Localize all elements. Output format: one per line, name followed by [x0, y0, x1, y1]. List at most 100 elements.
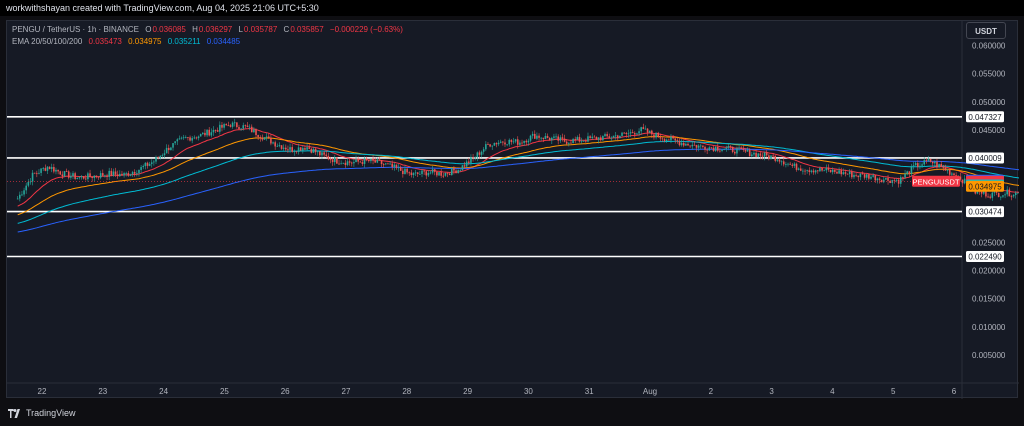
candle-body	[110, 170, 113, 176]
candle-body	[546, 135, 549, 138]
candle-body	[770, 155, 772, 159]
candle-body	[942, 166, 945, 168]
candle-body	[295, 151, 298, 153]
x-tick-label-14: 5	[891, 387, 896, 396]
candle-body	[523, 140, 525, 143]
candle-body	[751, 154, 753, 157]
candle-body	[129, 174, 132, 176]
open-value: 0.036085	[152, 25, 186, 34]
candle-body	[53, 167, 55, 172]
candle-body	[806, 170, 808, 172]
symbol-label[interactable]: PENGU / TetherUS · 1h · BINANCE	[12, 25, 139, 34]
low-value: 0.035787	[243, 25, 278, 34]
candle-body	[580, 140, 583, 142]
candle-body	[102, 173, 104, 176]
chart-frame[interactable]: 0.060000 0.055000 0.050000 0.045000 0.025000…	[6, 20, 1019, 399]
candle-body	[504, 142, 506, 145]
candle-body	[278, 145, 281, 147]
candle-body	[906, 171, 908, 174]
candle-body	[495, 143, 498, 145]
candle-body	[33, 172, 36, 174]
price-label-7: 0.030474	[968, 208, 1002, 217]
candle-body	[1002, 195, 1004, 197]
candle-body	[731, 146, 734, 152]
candle-body	[267, 136, 270, 138]
candle-body	[104, 175, 106, 177]
candle-body	[699, 145, 702, 147]
candle-body	[95, 175, 98, 177]
candle-body	[780, 161, 783, 163]
candle-body	[382, 164, 385, 165]
candle-body	[148, 163, 151, 166]
price-label-bg-7	[966, 206, 1004, 218]
candle-body	[242, 125, 245, 129]
candle-body	[663, 139, 666, 142]
candle-body	[619, 135, 621, 139]
candle-body	[210, 132, 213, 136]
candle-body	[931, 161, 934, 164]
candle-body	[40, 168, 42, 173]
candle-body	[429, 172, 432, 174]
candle-body	[233, 122, 236, 124]
candle-body	[416, 172, 419, 174]
currency-button[interactable]: USDT	[966, 22, 1006, 39]
price-label-8: 0.022490	[968, 252, 1002, 261]
candle-body	[638, 131, 640, 134]
candle-body	[919, 165, 921, 168]
candle-body	[50, 167, 53, 169]
candle-body	[172, 143, 174, 148]
candle-body	[874, 175, 877, 181]
candle-body	[44, 168, 47, 171]
candle-body	[948, 169, 951, 175]
tradingview-brand: TradingView	[26, 408, 76, 418]
candle-body	[199, 134, 202, 137]
candle-body	[736, 148, 738, 154]
candle-body	[189, 137, 191, 141]
candle-body	[951, 173, 953, 175]
candle-body	[336, 157, 338, 164]
candle-body	[436, 171, 438, 176]
close-label: C	[283, 25, 290, 34]
candle-body	[846, 173, 849, 175]
candle-body	[865, 174, 868, 178]
candle-body	[476, 152, 479, 158]
candle-body	[863, 174, 866, 178]
candle-body	[829, 169, 832, 173]
candle-body	[427, 172, 430, 176]
candle-body	[925, 160, 928, 161]
y-tick-label-8: 0.005000	[972, 351, 1006, 360]
candle-body	[478, 152, 481, 155]
candle-body	[821, 167, 823, 171]
candle-body	[108, 170, 110, 177]
candle-body	[116, 174, 119, 177]
high-label: H	[192, 25, 198, 34]
candle-body	[776, 159, 779, 161]
candle-body	[89, 173, 91, 177]
candle-body	[831, 169, 834, 173]
price-chart[interactable]: 0.060000 0.055000 0.050000 0.045000 0.025000…	[7, 21, 1019, 399]
candle-body	[338, 163, 340, 165]
candle-body	[346, 161, 349, 165]
candle-body	[78, 177, 81, 179]
candle-body	[610, 137, 613, 139]
candle-body	[327, 155, 330, 160]
candle-body	[482, 149, 485, 152]
candle-body	[285, 147, 287, 150]
candle-body	[274, 142, 276, 147]
candle-body	[127, 173, 130, 176]
candle-body	[31, 172, 34, 182]
ema-label[interactable]: EMA 20/50/100/200	[12, 37, 83, 46]
candle-body	[936, 161, 938, 168]
candle-body	[25, 185, 27, 191]
candle-body	[370, 158, 372, 162]
candle-body	[634, 133, 636, 135]
candle-body	[376, 159, 379, 163]
candle-body	[140, 167, 142, 170]
candle-body	[900, 177, 902, 184]
candle-body	[314, 148, 317, 153]
candle-body	[814, 170, 817, 173]
candle-body	[340, 163, 342, 165]
candle-body	[614, 135, 617, 137]
ema200-value: 0.034485	[206, 37, 241, 46]
candle-body	[165, 147, 168, 154]
